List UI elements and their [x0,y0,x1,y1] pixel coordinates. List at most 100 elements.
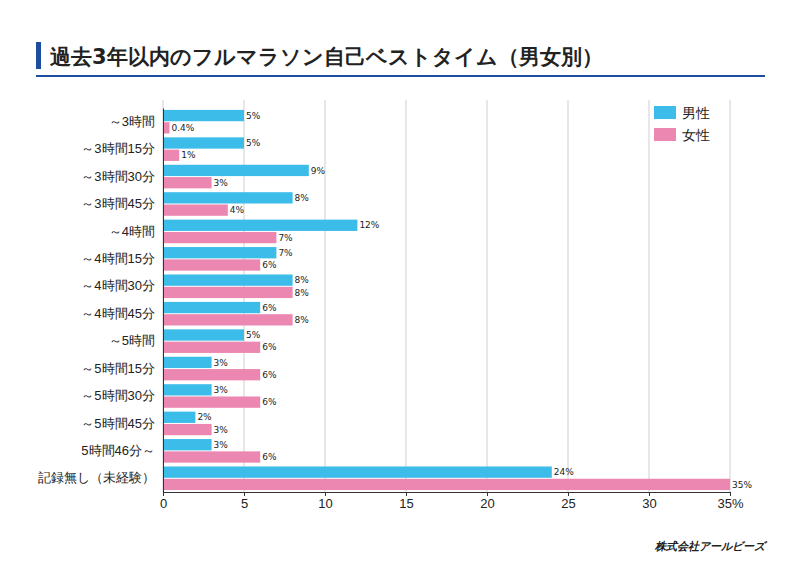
x-tick-label: 15 [399,496,413,511]
y-tick-label: ～3時間30分 [81,169,155,184]
data-label: 8% [295,315,310,325]
bar [163,287,293,298]
x-tick-label: 35% [717,496,743,511]
data-label: 0.4% [171,123,194,133]
x-tick: 5 [241,492,248,511]
data-label: 9% [311,166,326,176]
bar [163,412,195,423]
legend-label: 女性 [682,127,710,143]
data-label: 5% [246,111,261,121]
y-tick-label: ～4時間45分 [81,306,155,321]
data-label: 3% [214,178,229,188]
y-tick: 5時間46分～ [81,443,163,458]
legend-swatch [654,106,676,119]
data-label: 6% [262,397,277,407]
y-tick: ～5時間15分 [81,361,163,376]
data-label: 12% [359,220,379,230]
bar [163,232,276,243]
y-tick-label: ～3時間45分 [81,196,155,211]
bar [163,369,260,380]
bar [163,342,260,353]
y-tick: ～5時間 [109,333,163,348]
y-axis-line [163,109,164,493]
x-axis: 0 5 10 15 20 25 30 35% [160,492,744,511]
data-label: 7% [278,248,293,258]
x-tick: 30 [642,492,656,511]
y-axis: ～3時間～3時間15分～3時間30分～3時間45分～4時間～4時間15分～4時間… [38,109,164,493]
bars [163,110,730,490]
title-accent [36,42,41,69]
data-label: 1% [181,150,196,160]
bar [163,220,357,231]
y-tick-label: ～4時間15分 [81,251,155,266]
legend-label: 男性 [682,105,710,121]
x-tick-label: 25 [561,496,575,511]
data-label: 3% [214,385,229,395]
grid-line [649,100,650,492]
y-tick: ～4時間15分 [81,251,163,266]
y-tick-label: ～5時間 [109,333,155,348]
bar [163,192,293,203]
data-labels: 5%5%9%8%12%7%8%6%5%3%3%2%3%24%0.4%1%3%4%… [171,111,752,490]
data-label: 6% [262,370,277,380]
grid-line [163,100,164,492]
y-tick: ～4時間45分 [81,306,163,321]
data-label: 2% [197,412,212,422]
chart: 過去3年以内のフルマラソン自己ベストタイム（男女別）5%5%9%8%12%7%8… [0,0,800,566]
data-label: 5% [246,138,261,148]
bar [163,165,309,176]
y-tick: ～3時間15分 [81,141,163,156]
x-tick-label: 5 [241,496,248,511]
bar [163,479,730,490]
y-tick: ～3時間45分 [81,196,163,211]
bar [163,396,260,407]
data-label: 6% [262,303,277,313]
data-label: 8% [295,275,310,285]
grid [163,100,730,492]
bar [163,110,244,121]
data-label: 24% [554,467,574,477]
y-tick-label: ～4時間30分 [81,278,155,293]
data-label: 6% [262,260,277,270]
grid-line [487,100,488,492]
data-label: 8% [295,288,310,298]
y-tick-label: 記録無し（未経験） [38,470,155,485]
bar [163,439,212,450]
y-tick-label: 5時間46分～ [81,443,155,458]
data-label: 4% [230,205,245,215]
x-tick-label: 0 [160,496,167,511]
data-label: 3% [214,440,229,450]
bar [163,302,260,313]
data-label: 6% [262,342,277,352]
data-label: 3% [214,425,229,435]
y-tick-label: ～4時間 [109,224,155,239]
grid-line [325,100,326,492]
bar [163,357,212,368]
legend-swatch [654,128,676,141]
y-tick-label: ～5時間45分 [81,416,155,431]
bar [163,466,552,477]
y-tick: ～3時間30分 [81,169,163,184]
x-tick-label: 30 [642,496,656,511]
bar [163,329,244,340]
y-tick-label: ～5時間15分 [81,361,155,376]
y-tick-label: ～5時間30分 [81,388,155,403]
data-label: 3% [214,358,229,368]
legend: 男性女性 [650,100,726,150]
y-tick: ～5時間45分 [81,416,163,431]
x-tick: 20 [480,492,494,511]
bar [163,259,260,270]
x-tick-label: 20 [480,496,494,511]
x-tick: 25 [561,492,575,511]
title-rule [36,75,765,77]
grid-line [568,100,569,492]
x-tick: 10 [318,492,332,511]
y-tick: 記録無し（未経験） [38,470,163,485]
bar [163,314,293,325]
y-tick-label: ～3時間15分 [81,141,155,156]
grid-line [730,100,731,492]
bar [163,274,293,285]
bar [163,424,212,435]
annotation: 株式会社アールビーズ [654,540,768,553]
bar [163,247,276,258]
